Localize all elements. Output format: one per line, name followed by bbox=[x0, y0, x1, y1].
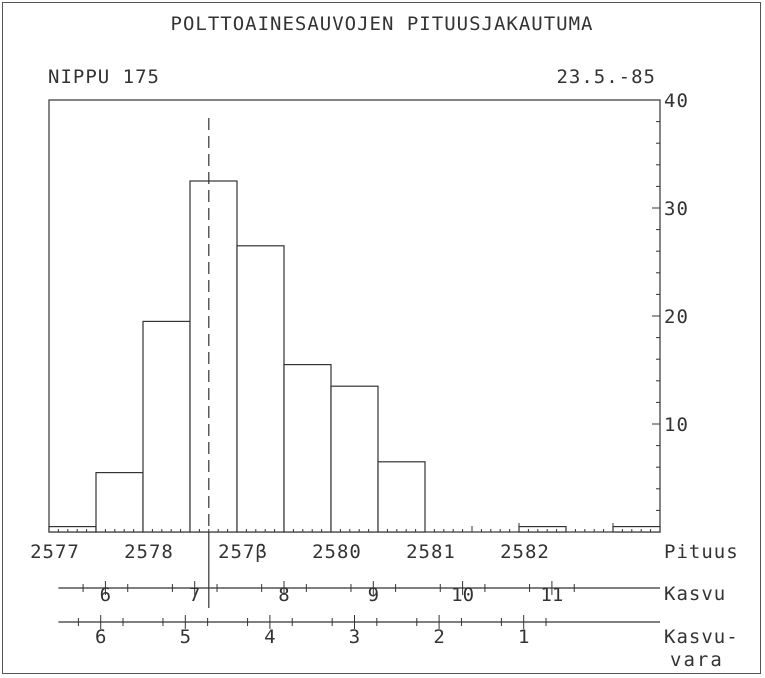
x-axis-label: Pituus bbox=[664, 541, 739, 563]
kasvu-tick-label-1: 7 bbox=[189, 584, 200, 606]
histogram-bar-0 bbox=[48, 525, 97, 533]
histogram-bar-2 bbox=[142, 320, 191, 533]
kasvuvara-tick-label-0: 6 bbox=[95, 626, 106, 648]
x-tick-label-3: 2580 bbox=[312, 541, 362, 563]
kasvuvara-tick-label-1: 5 bbox=[180, 626, 191, 648]
kasvuvara-axis-label-line2: vara bbox=[670, 649, 724, 671]
histogram-bar-4 bbox=[236, 245, 285, 533]
y-tick-label-30: 30 bbox=[664, 198, 689, 220]
histogram-bar-10 bbox=[518, 525, 567, 533]
chart-title: POLTTOAINESAUVOJEN PITUUSJAKAUTUMA bbox=[171, 13, 594, 35]
kasvuvara-tick-label-3: 3 bbox=[349, 626, 360, 648]
histogram-bar-5 bbox=[283, 364, 332, 533]
kasvu-tick-label-0: 6 bbox=[100, 584, 111, 606]
kasvuvara-axis-label-line1: Kasvu- bbox=[664, 626, 739, 648]
histogram-bar-12 bbox=[612, 525, 661, 533]
kasvu-tick-label-4: 10 bbox=[451, 584, 474, 606]
kasvu-axis-label: Kasvu bbox=[664, 583, 726, 605]
y-tick-label-20: 20 bbox=[664, 306, 689, 328]
kasvuvara-tick-label-2: 4 bbox=[264, 626, 275, 648]
x-tick-label-0: 2577 bbox=[30, 541, 80, 563]
x-tick-label-4: 2581 bbox=[406, 541, 456, 563]
chart-subtitle-right: 23.5.-85 bbox=[556, 66, 656, 88]
kasvu-tick-label-5: 11 bbox=[540, 584, 563, 606]
chart-subtitle-left: NIPPU 175 bbox=[48, 66, 160, 88]
x-tick-label-2: 257β bbox=[218, 541, 268, 563]
histogram-bar-7 bbox=[377, 461, 426, 533]
histogram-bar-6 bbox=[330, 385, 379, 533]
kasvu-tick-label-2: 8 bbox=[278, 584, 289, 606]
x-tick-label-5: 2582 bbox=[500, 541, 550, 563]
y-tick-label-10: 10 bbox=[664, 414, 689, 436]
kasvuvara-tick-label-4: 2 bbox=[433, 626, 444, 648]
histogram-bar-3 bbox=[189, 180, 238, 533]
y-tick-label-40: 40 bbox=[664, 90, 689, 112]
kasvuvara-tick-label-5: 1 bbox=[518, 626, 529, 648]
x-tick-label-1: 2578 bbox=[124, 541, 174, 563]
histogram-bar-1 bbox=[95, 472, 144, 533]
kasvu-tick-label-3: 9 bbox=[368, 584, 379, 606]
